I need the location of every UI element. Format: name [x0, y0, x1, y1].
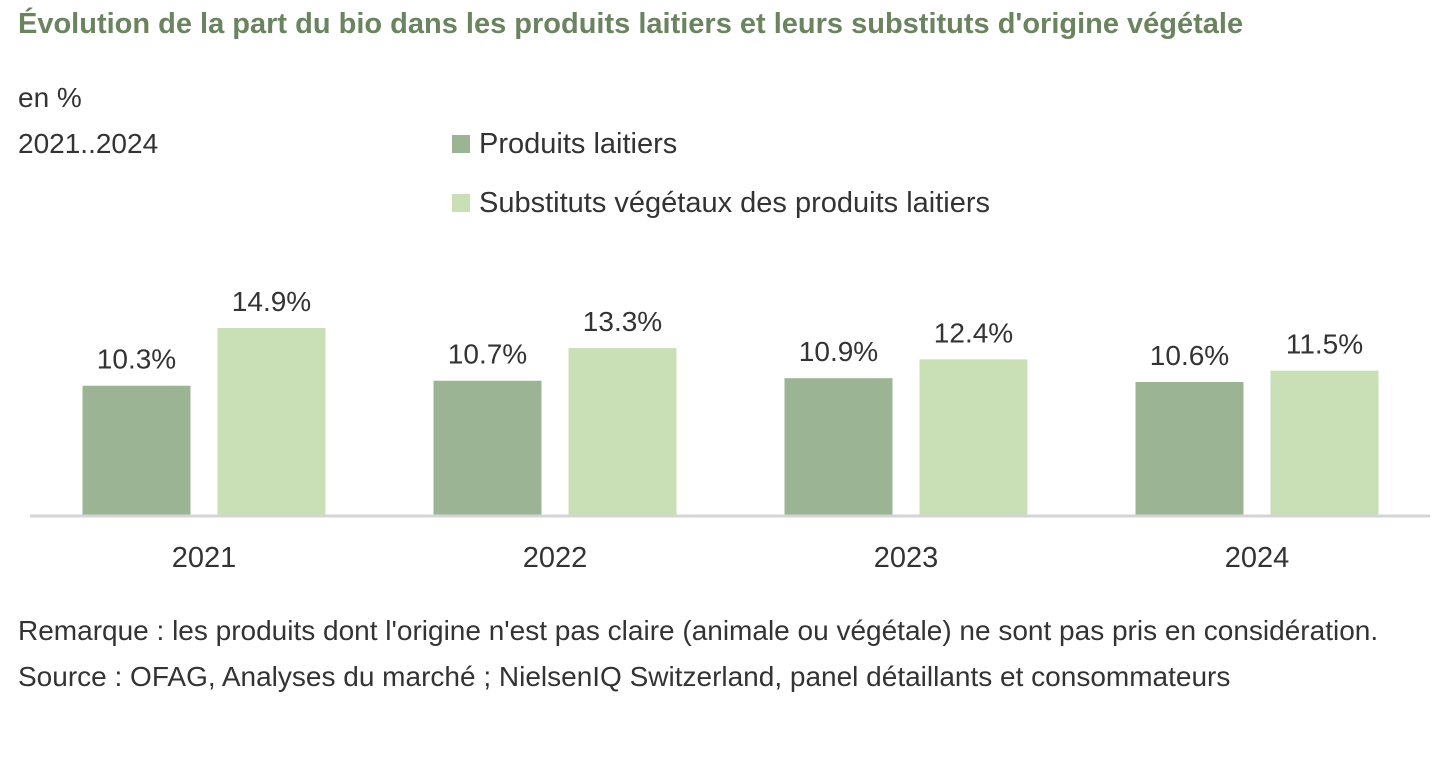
data-label-plant-substitutes-2021: 14.9%: [232, 286, 311, 317]
bar-chart: 10.3% 14.9% 2021 10.7% 13.3% 2022 10.9% 12.4% 20…: [30, 286, 1430, 574]
period-label: 2021..2024: [18, 128, 159, 159]
chart-footer: Remarque : les produits dont l'origine n…: [18, 608, 1443, 700]
remark-note: Remarque : les produits dont l'origine n…: [18, 615, 1379, 646]
x-tick-label-2024: 2024: [1225, 542, 1290, 574]
bar-plant-substitutes-2023: [919, 359, 1028, 515]
bar-dairy-2023: [784, 378, 893, 515]
legend-item-plant-substitutes: Substituts végétaux des produits laitier…: [452, 183, 990, 223]
data-label-plant-substitutes-2022: 13.3%: [583, 306, 662, 337]
data-label-dairy-2021: 10.3%: [97, 344, 176, 375]
x-tick-label-2022: 2022: [523, 542, 588, 574]
x-tick-label-2023: 2023: [874, 542, 939, 574]
legend-swatch-plant-substitutes: [452, 194, 470, 212]
data-label-plant-substitutes-2024: 11.5%: [1286, 329, 1363, 360]
bar-plant-substitutes-2024: [1270, 370, 1379, 515]
legend-swatch-dairy: [452, 135, 470, 153]
legend-label-dairy: Produits laitiers: [479, 127, 678, 160]
data-label-dairy-2023: 10.9%: [799, 336, 878, 367]
source-note: Source : OFAG, Analyses du marché ; Niel…: [18, 661, 1231, 692]
chart-legend: Produits laitiers Substituts végétaux de…: [452, 124, 990, 242]
bar-dairy-2022: [433, 380, 542, 515]
chart-title: Évolution de la part du bio dans les pro…: [18, 8, 1244, 40]
unit-label: en %: [18, 82, 82, 113]
data-label-dairy-2024: 10.6%: [1150, 340, 1229, 371]
legend-item-dairy: Produits laitiers: [452, 124, 990, 164]
bar-dairy-2024: [1135, 381, 1244, 515]
bar-plant-substitutes-2022: [568, 348, 677, 515]
bar-dairy-2021: [82, 385, 191, 515]
x-tick-label-2021: 2021: [172, 542, 237, 574]
data-label-plant-substitutes-2023: 12.4%: [934, 317, 1013, 348]
data-label-dairy-2022: 10.7%: [448, 339, 527, 370]
bar-plant-substitutes-2021: [217, 328, 326, 515]
legend-label-plant-substitutes: Substituts végétaux des produits laitier…: [479, 186, 990, 219]
